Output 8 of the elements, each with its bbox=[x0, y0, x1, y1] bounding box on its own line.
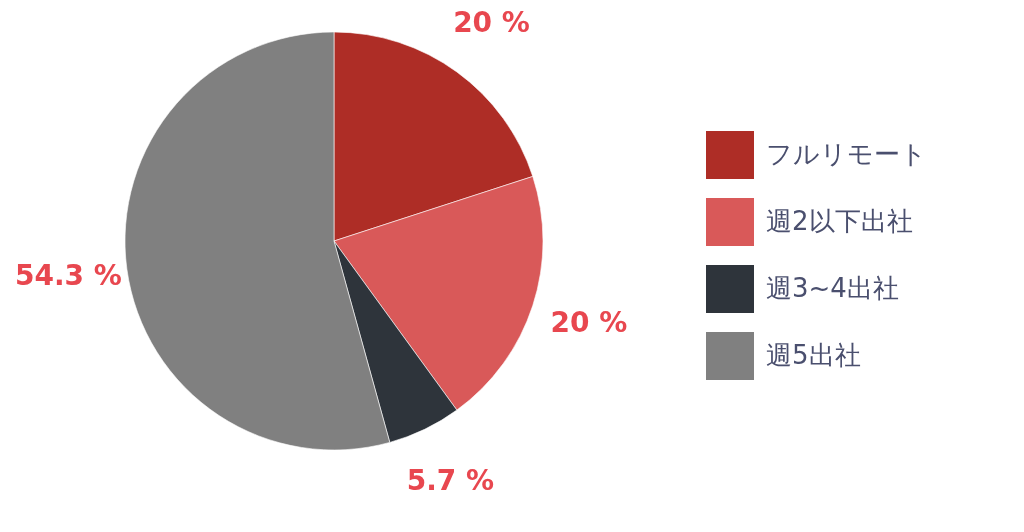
data-label: 20 % bbox=[550, 305, 628, 339]
data-label: 54.3 % bbox=[15, 259, 122, 293]
legend-label: フルリモート bbox=[766, 139, 927, 169]
legend-label: 週3~4出社 bbox=[766, 273, 899, 303]
legend-label: 週2以下出社 bbox=[766, 206, 913, 236]
data-label: 5.7 % bbox=[406, 464, 495, 498]
data-label: 20 % bbox=[453, 6, 530, 40]
legend-label: 週5出社 bbox=[766, 340, 861, 370]
